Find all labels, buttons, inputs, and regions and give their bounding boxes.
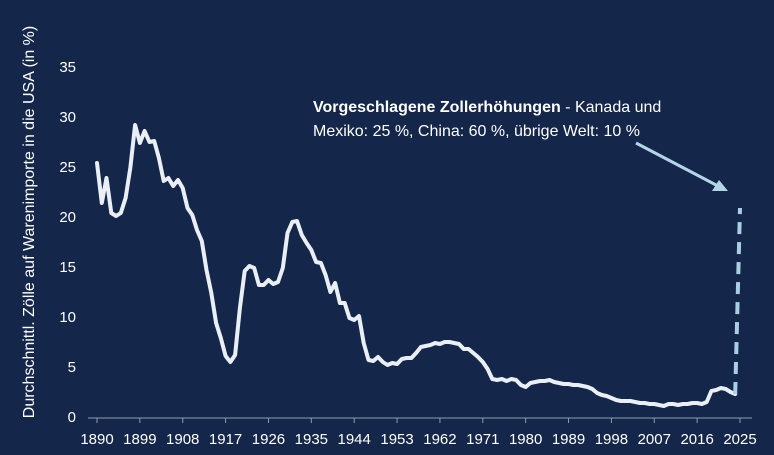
annotation-arrowhead <box>712 180 728 191</box>
annotation-bold: Vorgeschlagene Zollerhöhungen <box>313 99 561 116</box>
x-tick-label: 1935 <box>295 431 328 448</box>
y-tick-label: 15 <box>59 259 76 276</box>
x-tick-label: 1899 <box>123 431 156 448</box>
annotation-arrow <box>635 141 719 188</box>
x-tick-label: 1944 <box>338 431 371 448</box>
annotation-text: - Kanada und <box>561 99 662 116</box>
y-tick-label: 10 <box>59 309 76 326</box>
y-tick-label: 20 <box>59 209 76 226</box>
x-tick-label: 2025 <box>723 431 756 448</box>
x-tick-label: 1971 <box>466 431 499 448</box>
annotation: Vorgeschlagene Zollerhöhungen - Kanada u… <box>313 99 661 116</box>
y-axis-label: Durchschnittl. Zölle auf Warenimporte in… <box>21 26 38 418</box>
x-tick-label: 1953 <box>380 431 413 448</box>
y-tick-label: 35 <box>59 59 76 76</box>
y-tick-label: 5 <box>68 359 76 376</box>
y-tick-label: 30 <box>59 109 76 126</box>
x-tick-label: 1989 <box>552 431 585 448</box>
data-line <box>95 123 738 408</box>
y-tick-label: 25 <box>59 159 76 176</box>
x-tick-label: 1926 <box>252 431 285 448</box>
x-tick-label: 2016 <box>680 431 713 448</box>
data-line <box>733 207 742 395</box>
annotation-text: Mexiko: 25 %, China: 60 %, übrige Welt: … <box>313 123 640 140</box>
x-tick-label: 2007 <box>638 431 671 448</box>
x-tick-label: 1962 <box>423 431 456 448</box>
x-tick-label: 1890 <box>80 431 113 448</box>
x-tick-label: 1998 <box>595 431 628 448</box>
x-tick-label: 1908 <box>166 431 199 448</box>
y-tick-label: 0 <box>68 409 76 426</box>
x-tick-label: 1917 <box>209 431 242 448</box>
x-tick-label: 1980 <box>509 431 542 448</box>
